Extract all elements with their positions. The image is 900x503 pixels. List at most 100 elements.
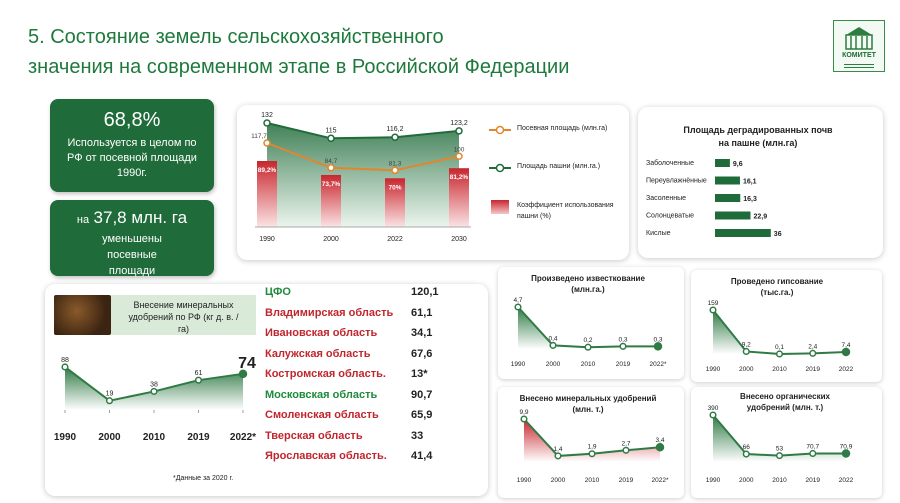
title-line-1: 5. Состояние земель сельскохозяйственног… [28, 26, 444, 48]
stat-box-reduction: на 37,8 млн. га уменьшены посевные площа… [50, 200, 214, 277]
degraded-soils-card: Площадь деградированных почв на пашне (м… [638, 107, 883, 258]
x-tick-label: 2022 [839, 477, 854, 484]
region-name: Костромская область. [265, 368, 386, 380]
chart-point [194, 376, 203, 384]
legend-sown-label: Посевная площадь (млн.га) [517, 125, 608, 132]
chart-point-label: 0,3 [618, 336, 627, 343]
x-tick-label: 2022 [387, 236, 403, 243]
chart-title: (млн.га.) [571, 285, 605, 294]
chart-point [742, 450, 750, 458]
sown-point-label: 81,3 [389, 160, 402, 167]
chart-point-label: 9,9 [519, 409, 528, 416]
chart-point [549, 341, 557, 349]
liming-chart: Произведено известкование (млн.га.) 4,7 0,4… [511, 274, 667, 368]
building-icon [844, 27, 874, 68]
degraded-category-label: Заболоченные [646, 159, 694, 167]
region-name: ЦФО [265, 286, 291, 298]
region-name: Смоленская область [265, 409, 379, 421]
sown-point [455, 152, 463, 161]
chart-point-label: 0,3 [653, 336, 662, 343]
arable-point-label: 115 [325, 127, 336, 134]
organic-panel: Внесено органических удобрений (млн. т.) 3… [691, 387, 882, 498]
degraded-bar [715, 176, 740, 185]
chart-point-label: 2,4 [808, 343, 817, 350]
region-value: 34,1 [411, 327, 433, 339]
x-tick-label: 2019 [616, 361, 631, 368]
x-tick-label: 2000 [546, 361, 561, 368]
degraded-category-label: Солонцеватые [646, 213, 694, 220]
chart-point-label: 4,7 [513, 297, 522, 304]
chart-point [105, 397, 114, 405]
arable-point [455, 127, 463, 135]
chart-point [809, 449, 817, 458]
chart-point [150, 387, 158, 395]
coef-bar [449, 168, 469, 227]
x-tick-label: 2030 [451, 236, 467, 243]
chart-title: Внесено минеральных удобрений [520, 394, 657, 403]
chart-point [61, 363, 69, 371]
chart-point-label: 66 [743, 444, 751, 451]
x-tick-label: 1990 [706, 366, 721, 373]
stat-reduction-text: уменьшены посевные площади [102, 233, 162, 277]
arable-chart-card: 89,2% 73,7% 70% 81,2% 132 115 116,2 123,2 117,7 8… [237, 105, 629, 260]
title-line-2: значения на современном этапе в Российск… [28, 56, 570, 78]
degraded-bar [715, 159, 730, 167]
chart-title: (тыс.га.) [761, 288, 794, 297]
region-name: Владимирская область [265, 306, 394, 319]
coef-bar-label: 70% [388, 184, 401, 191]
mineral-chart: Внесено минеральных удобрений (млн. т.) 9,… [517, 394, 669, 484]
region-name: Тверская область [265, 429, 363, 442]
sown-point [327, 164, 335, 172]
chart-point-label: 38 [150, 381, 158, 388]
stat-box-usage: 68,8% Используется в целом по РФ от посе… [50, 99, 214, 192]
stat-reduction-head: на 37,8 млн. га [50, 208, 214, 228]
chart-point [622, 446, 630, 454]
legend-arable-label: Площадь пашни (млн.га.) [517, 163, 601, 170]
x-tick-label: 2010 [581, 361, 596, 368]
degraded-value-label: 16,1 [743, 179, 757, 186]
arable-point-label: 116,2 [387, 126, 404, 133]
chart-point-label: 159 [708, 300, 719, 307]
x-tick-label: 2010 [143, 432, 166, 443]
x-tick-label: 2022* [652, 477, 669, 484]
fertilizer-photo [54, 295, 111, 335]
chart-area [518, 307, 658, 349]
chart-point-label: 390 [708, 405, 719, 412]
x-tick-label: 2022* [230, 432, 256, 443]
x-tick-label: 2019 [187, 432, 210, 443]
chart-point [588, 450, 596, 458]
chart-point-label: 53 [776, 446, 784, 453]
coef-bar-label: 73,7% [322, 181, 341, 188]
chart-title: Проведено гипсование [731, 277, 824, 286]
chart-point [742, 347, 750, 356]
region-value: 67,6 [411, 347, 433, 360]
chart-point [238, 369, 248, 379]
logo-text: КОМИТЕТ [842, 52, 876, 59]
chart-area [713, 310, 846, 354]
legend-coef-label: Коэффициент использования пашни (%) [517, 202, 614, 220]
chart-point [809, 349, 817, 357]
region-value: 13* [411, 368, 428, 380]
sown-point [391, 166, 399, 175]
degraded-value-label: 22,9 [753, 214, 767, 221]
region-value: 41,4 [411, 450, 433, 462]
degraded-chart: Заболоченные 9,6 Переувлажнённые 16,1 Засоле… [646, 159, 782, 238]
x-tick-label: 2010 [772, 477, 787, 484]
arable-chart: 89,2% 73,7% 70% 81,2% 132 115 116,2 123,2 117,7 8… [251, 112, 471, 243]
gypsum-panel: Проведено гипсование (тыс.га.) 159 9,2 0,1 2,… [691, 270, 882, 382]
degraded-category-label: Кислые [646, 230, 671, 237]
x-tick-label: 2000 [551, 477, 566, 484]
coef-bar [385, 178, 405, 227]
chart-point [520, 415, 528, 423]
coef-bar [257, 161, 277, 227]
stat-reduction-prefix: на [76, 214, 90, 226]
chart-point [709, 411, 717, 419]
chart-point-label: 3,4 [655, 437, 664, 444]
fertilizer-regions-card: Внесение минеральных удобрений по РФ (кг… [45, 284, 488, 496]
arable-point [263, 119, 271, 127]
chart-point-label: 1,4 [553, 446, 562, 453]
chart-point [841, 347, 851, 357]
chart-point-label: 0,1 [775, 344, 784, 351]
chart-point-label: 0,4 [548, 335, 557, 342]
x-tick-label: 2000 [739, 477, 754, 484]
